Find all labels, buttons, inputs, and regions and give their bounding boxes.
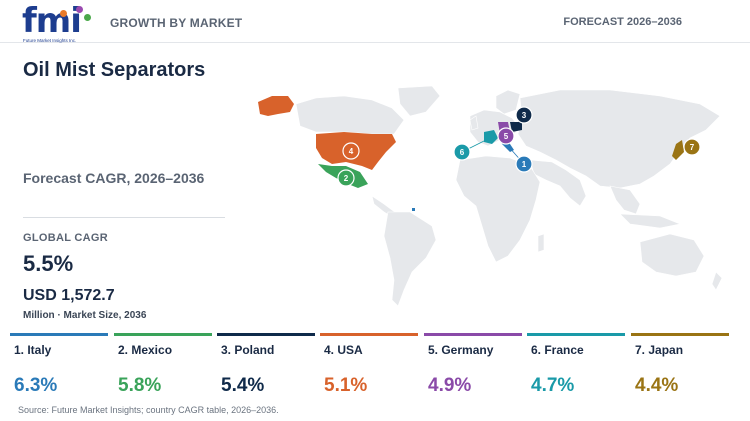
country-cagr: 5.8%: [118, 375, 162, 396]
country-color-bar: [631, 333, 729, 336]
country-cagr: 6.3%: [14, 375, 58, 396]
global-cagr-value: 5.5%: [23, 251, 74, 276]
caribbean-marker: [412, 208, 415, 211]
country-name: 1. Italy: [14, 343, 52, 357]
country-card-mexico[interactable]: 2. Mexico 5.8%: [114, 333, 212, 403]
marker-italy[interactable]: 1: [515, 155, 533, 173]
country-name: 4. USA: [324, 343, 363, 357]
global-cagr-label: GLOBAL CAGR: [23, 232, 108, 244]
country-color-bar: [320, 333, 418, 336]
country-cagr: 5.1%: [324, 375, 368, 396]
marker-france[interactable]: 6: [453, 143, 471, 161]
country-cagr: 4.7%: [531, 375, 575, 396]
marker-usa[interactable]: 4: [342, 142, 360, 160]
country-name: 3. Poland: [221, 343, 275, 357]
poland-shape[interactable]: [510, 122, 522, 132]
country-color-bar: [527, 333, 625, 336]
market-size-label: Million · Market Size, 2036: [23, 310, 147, 321]
marker-france-label: 6: [460, 148, 465, 157]
forecast-label: FORECAST 2026–2036: [563, 16, 682, 28]
country-card-france[interactable]: 6. France 4.7%: [527, 333, 625, 403]
source-note: Source: Future Market Insights; country …: [18, 405, 279, 415]
country-cagr: 5.4%: [221, 375, 265, 396]
usa-alaska-shape[interactable]: [258, 96, 294, 116]
marker-mexico[interactable]: 2: [337, 169, 355, 187]
logo-dot-green: [84, 14, 91, 21]
marker-mexico-label: 2: [344, 174, 349, 183]
fmi-logo[interactable]: fmi Future Market Insights Inc.: [22, 4, 94, 44]
country-color-bar: [10, 333, 108, 336]
country-name: 2. Mexico: [118, 343, 173, 357]
france-shape[interactable]: [484, 130, 498, 144]
section-label: GROWTH BY MARKET: [110, 16, 243, 30]
country-name: 7. Japan: [635, 343, 684, 357]
forecast-cagr-subtitle: Forecast CAGR, 2026–2036: [23, 170, 205, 186]
marker-japan[interactable]: 7: [683, 138, 701, 156]
country-card-usa[interactable]: 4. USA 5.1%: [320, 333, 418, 403]
marker-usa-label: 4: [349, 147, 354, 156]
country-color-bar: [217, 333, 315, 336]
japan-shape[interactable]: [672, 140, 684, 160]
header-bar: fmi Future Market Insights Inc. GROWTH B…: [0, 0, 750, 43]
marker-germany-label: 5: [504, 132, 509, 141]
country-card-germany[interactable]: 5. Germany 4.9%: [424, 333, 522, 403]
marker-poland[interactable]: 3: [515, 106, 533, 124]
logo-dot-purple: [76, 6, 83, 13]
world-map: 4 2 3 5 6 1 7: [258, 85, 723, 307]
country-cagr: 4.9%: [428, 375, 472, 396]
logo-text: fmi: [22, 1, 82, 41]
country-card-poland[interactable]: 3. Poland 5.4%: [217, 333, 315, 403]
logo-dot-orange: [60, 10, 67, 17]
country-color-bar: [424, 333, 522, 336]
marker-italy-label: 1: [522, 160, 527, 169]
divider: [23, 217, 225, 218]
marker-poland-label: 3: [522, 111, 527, 120]
country-cagr: 4.4%: [635, 375, 679, 396]
marker-germany[interactable]: 5: [497, 127, 515, 145]
country-color-bar: [114, 333, 212, 336]
logo-subtext: Future Market Insights Inc.: [23, 38, 77, 43]
page-title: Oil Mist Separators: [23, 59, 206, 81]
market-size-value: USD 1,572.7: [23, 287, 115, 304]
country-name: 6. France: [531, 343, 584, 357]
country-name: 5. Germany: [428, 343, 494, 357]
marker-japan-label: 7: [690, 143, 695, 152]
country-card-japan[interactable]: 7. Japan 4.4%: [631, 333, 729, 403]
country-cagr-strip: 1. Italy 6.3% 2. Mexico 5.8% 3. Poland 5…: [10, 333, 740, 403]
country-card-italy[interactable]: 1. Italy 6.3%: [10, 333, 108, 403]
